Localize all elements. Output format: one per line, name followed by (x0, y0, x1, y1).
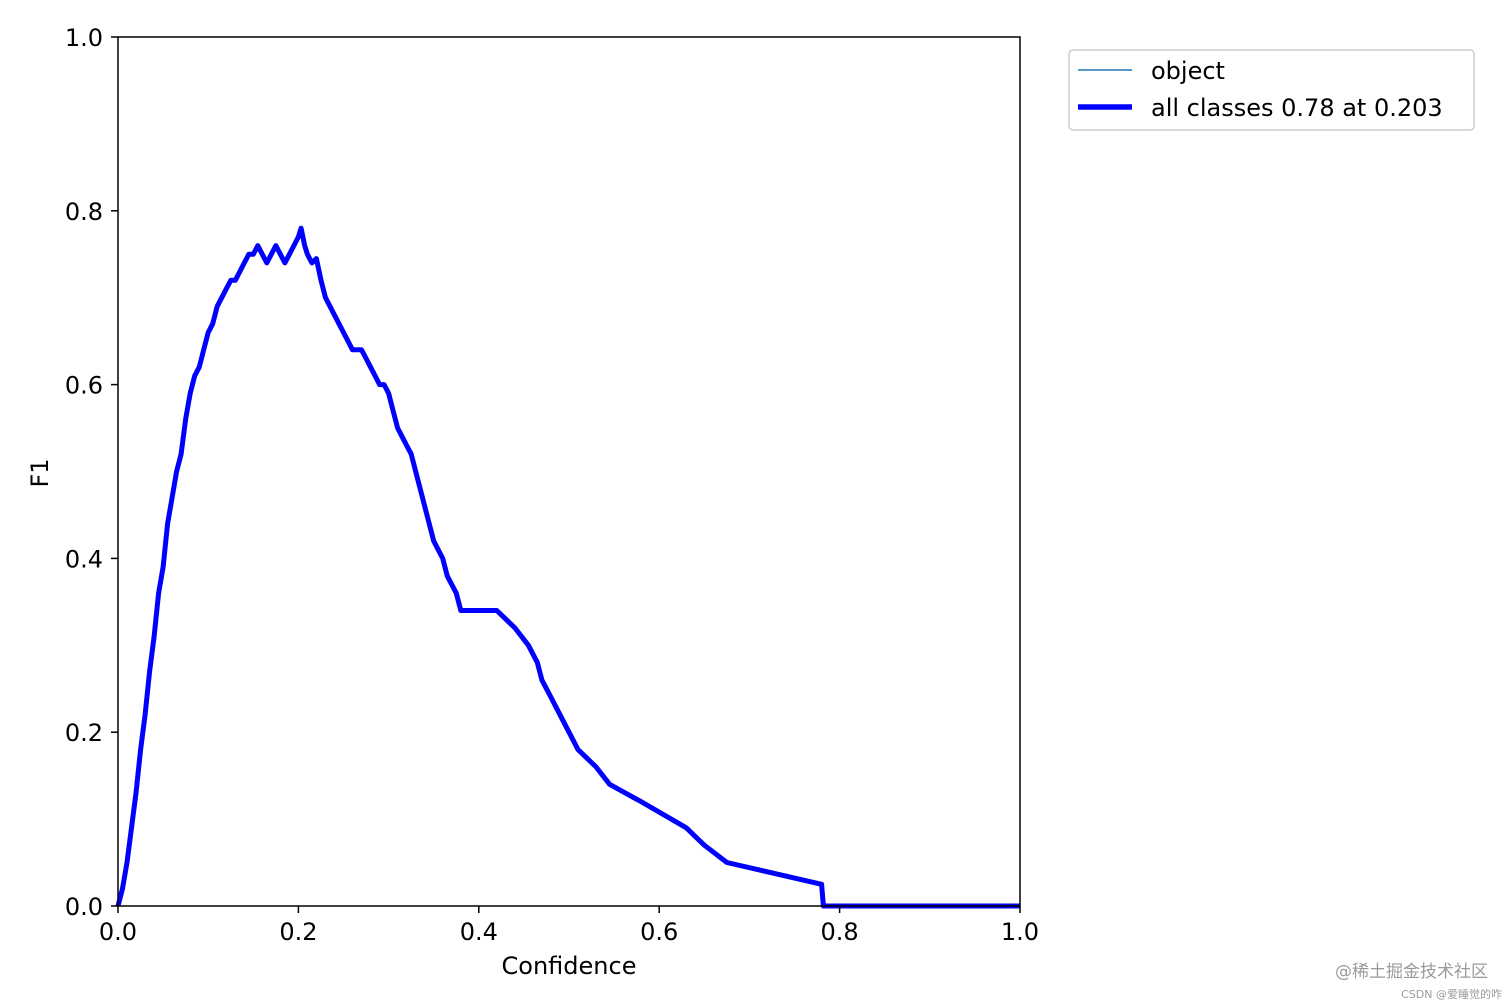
legend-box (1068, 49, 1475, 131)
legend-label-object: object (1151, 57, 1225, 85)
x-tick-label: 0.0 (99, 918, 137, 946)
y-tick-label: 0.8 (65, 198, 103, 226)
x-tick-label: 0.6 (640, 918, 678, 946)
y-axis-label: F1 (26, 458, 54, 487)
series-line-all-classes (115, 225, 1020, 909)
x-tick-label: 0.2 (279, 918, 317, 946)
y-tick-label: 0.4 (65, 545, 103, 573)
x-tick-label: 0.4 (460, 918, 498, 946)
watermark-csdn: CSDN @爱睡觉的咋 (1401, 988, 1502, 1001)
plot-lines (115, 225, 1020, 909)
plot-frame (117, 36, 1021, 907)
x-axis-ticks: 0.0 0.2 0.4 0.6 0.8 1.0 (99, 906, 1039, 946)
legend-label-all-classes: all classes 0.78 at 0.203 (1151, 94, 1443, 122)
x-tick-label: 1.0 (1001, 918, 1039, 946)
y-axis-ticks: 0.0 0.2 0.4 0.6 0.8 1.0 (65, 24, 118, 921)
y-tick-label: 0.6 (65, 372, 103, 400)
y-tick-label: 1.0 (65, 24, 103, 52)
y-tick-label: 0.0 (65, 893, 103, 921)
legend: object all classes 0.78 at 0.203 (1068, 49, 1475, 131)
watermark-juejin: @稀土掘金技术社区 (1335, 962, 1488, 982)
y-tick-label: 0.2 (65, 719, 103, 747)
x-tick-label: 0.8 (821, 918, 859, 946)
x-axis-label: Confidence (502, 952, 637, 980)
series-line-object (117, 227, 1020, 907)
